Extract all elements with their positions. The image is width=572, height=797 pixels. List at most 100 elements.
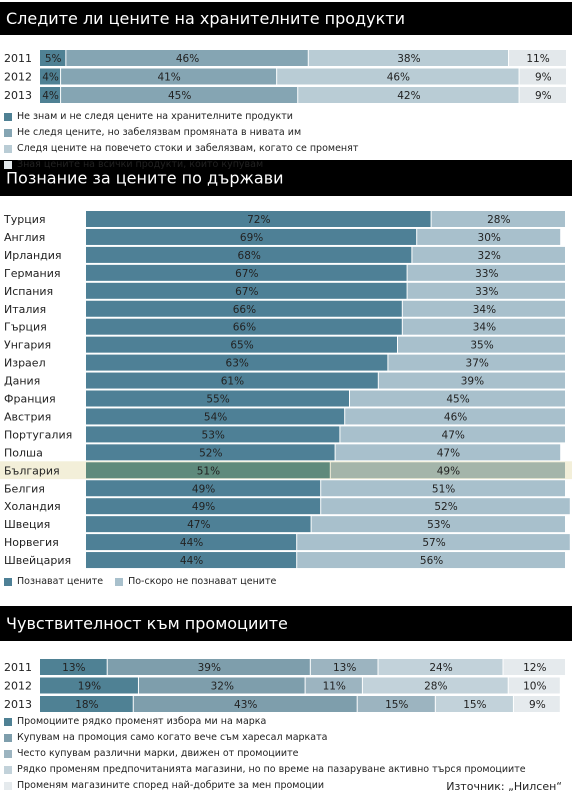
legend-label: Зная цените на всички продукти, които ку… — [17, 159, 264, 170]
bar-segment — [86, 264, 407, 281]
title-bar — [0, 606, 572, 641]
value-label: 52% — [434, 501, 457, 513]
category-label: 2013 — [4, 89, 32, 102]
value-label: 47% — [442, 429, 465, 441]
bar-segment — [305, 677, 362, 694]
legend-item: Не следя цените, но забелязвам промяната… — [4, 127, 301, 139]
legend-swatch — [4, 113, 12, 121]
category-label: 2011 — [4, 661, 32, 674]
legend: Промоциите рядко променят избора ми на м… — [4, 716, 570, 792]
bar-segment — [86, 282, 407, 299]
legend-label: Следя цените на повечето стоки и забеляз… — [17, 143, 359, 154]
legend-item: Често купувам различни марки, движен от … — [4, 748, 298, 760]
value-label: 38% — [397, 53, 420, 65]
category-label: 2013 — [4, 698, 32, 711]
value-label: 53% — [202, 429, 225, 441]
bar-segment — [86, 211, 431, 227]
bar-segment — [86, 390, 349, 407]
bar-segment — [86, 228, 417, 245]
legend-swatch — [4, 766, 12, 774]
value-label: 51% — [432, 483, 455, 495]
value-label: 34% — [473, 304, 496, 316]
bar-segment — [86, 516, 311, 533]
source-note: Източник: „Нилсен“ — [446, 780, 562, 793]
legend-label: Променям магазините според най-добрите з… — [17, 780, 325, 791]
value-label: 49% — [192, 501, 215, 513]
value-label: 11% — [526, 53, 549, 65]
value-label: 15% — [463, 699, 486, 711]
bar-segment — [345, 408, 565, 425]
value-label: 28% — [424, 681, 447, 693]
value-label: 41% — [157, 72, 180, 84]
value-label: 37% — [466, 358, 489, 370]
category-label: Гърция — [4, 321, 47, 334]
value-label: 5% — [45, 53, 62, 65]
category-label: Норвегия — [4, 536, 59, 549]
category-label: Дания — [4, 375, 40, 388]
bar-segment — [40, 87, 61, 103]
bar-segment — [503, 659, 565, 675]
value-label: 32% — [211, 681, 234, 693]
bar-segment — [133, 696, 357, 712]
bar-segment — [86, 336, 397, 353]
legend: Познават цените По-скоро не познават цени… — [4, 576, 570, 588]
bar-segment — [407, 264, 565, 281]
bar-segment — [508, 677, 560, 694]
legend-swatch — [4, 578, 12, 586]
bar-segment — [362, 677, 508, 694]
bar-segment — [86, 354, 388, 371]
value-label: 19% — [78, 681, 101, 693]
value-label: 53% — [427, 519, 450, 531]
value-label: 42% — [397, 90, 420, 102]
title-bar — [0, 160, 572, 196]
legend: Не знам и не следя цените на хранителнит… — [4, 111, 570, 171]
bar-segment — [308, 50, 509, 66]
legend-label: Не следя цените, но забелязвам промяната… — [17, 127, 302, 138]
value-label: 39% — [461, 376, 484, 388]
legend-swatch — [4, 161, 12, 169]
category-label: България — [4, 464, 60, 477]
value-label: 34% — [473, 322, 496, 334]
legend-label: По-скоро не познават цените — [128, 576, 277, 587]
bar-segment — [86, 552, 297, 569]
legend-label: Не знам и не следя цените на хранителнит… — [17, 111, 293, 122]
value-label: 4% — [42, 72, 59, 84]
legend-swatch — [115, 578, 124, 586]
title-bar — [0, 2, 572, 35]
legend-label: Купувам на промоция само когато вече съм… — [17, 732, 328, 743]
value-label: 28% — [487, 214, 510, 226]
value-label: 69% — [240, 232, 263, 244]
legend-item: Познават цените — [4, 576, 103, 588]
value-label: 30% — [478, 232, 501, 244]
value-label: 33% — [475, 286, 498, 298]
bar-segment — [509, 50, 566, 66]
bar-segment — [86, 498, 321, 515]
value-label: 45% — [168, 90, 191, 102]
category-label: Белгия — [4, 482, 45, 495]
bar-segment — [86, 408, 345, 425]
category-label: Швейцария — [4, 554, 71, 567]
bar-segment — [86, 444, 335, 461]
category-label: Швеция — [4, 518, 50, 531]
bar-segment — [402, 318, 565, 335]
value-label: 12% — [523, 662, 546, 674]
value-label: 49% — [437, 465, 460, 477]
value-label: 47% — [437, 447, 460, 459]
value-label: 13% — [62, 662, 85, 674]
legend-label: Рядко променям предпочитанията магазини,… — [17, 764, 526, 775]
bar-segment — [40, 50, 66, 66]
legend-label: Често купувам различни марки, движен от … — [17, 748, 299, 759]
bar-segment — [61, 87, 298, 103]
chart-title: Познание за цените по държави — [6, 169, 284, 188]
legend-item: Промоциите рядко променят избора ми на м… — [4, 716, 266, 728]
value-label: 33% — [475, 268, 498, 280]
bar-segment — [321, 480, 565, 497]
category-label: Холандия — [4, 500, 61, 513]
value-label: 63% — [226, 358, 249, 370]
chart-title: Чувствителност към промоциите — [6, 614, 288, 633]
value-label: 44% — [180, 537, 203, 549]
bar-segment — [378, 372, 565, 389]
bar-segment — [513, 696, 560, 712]
